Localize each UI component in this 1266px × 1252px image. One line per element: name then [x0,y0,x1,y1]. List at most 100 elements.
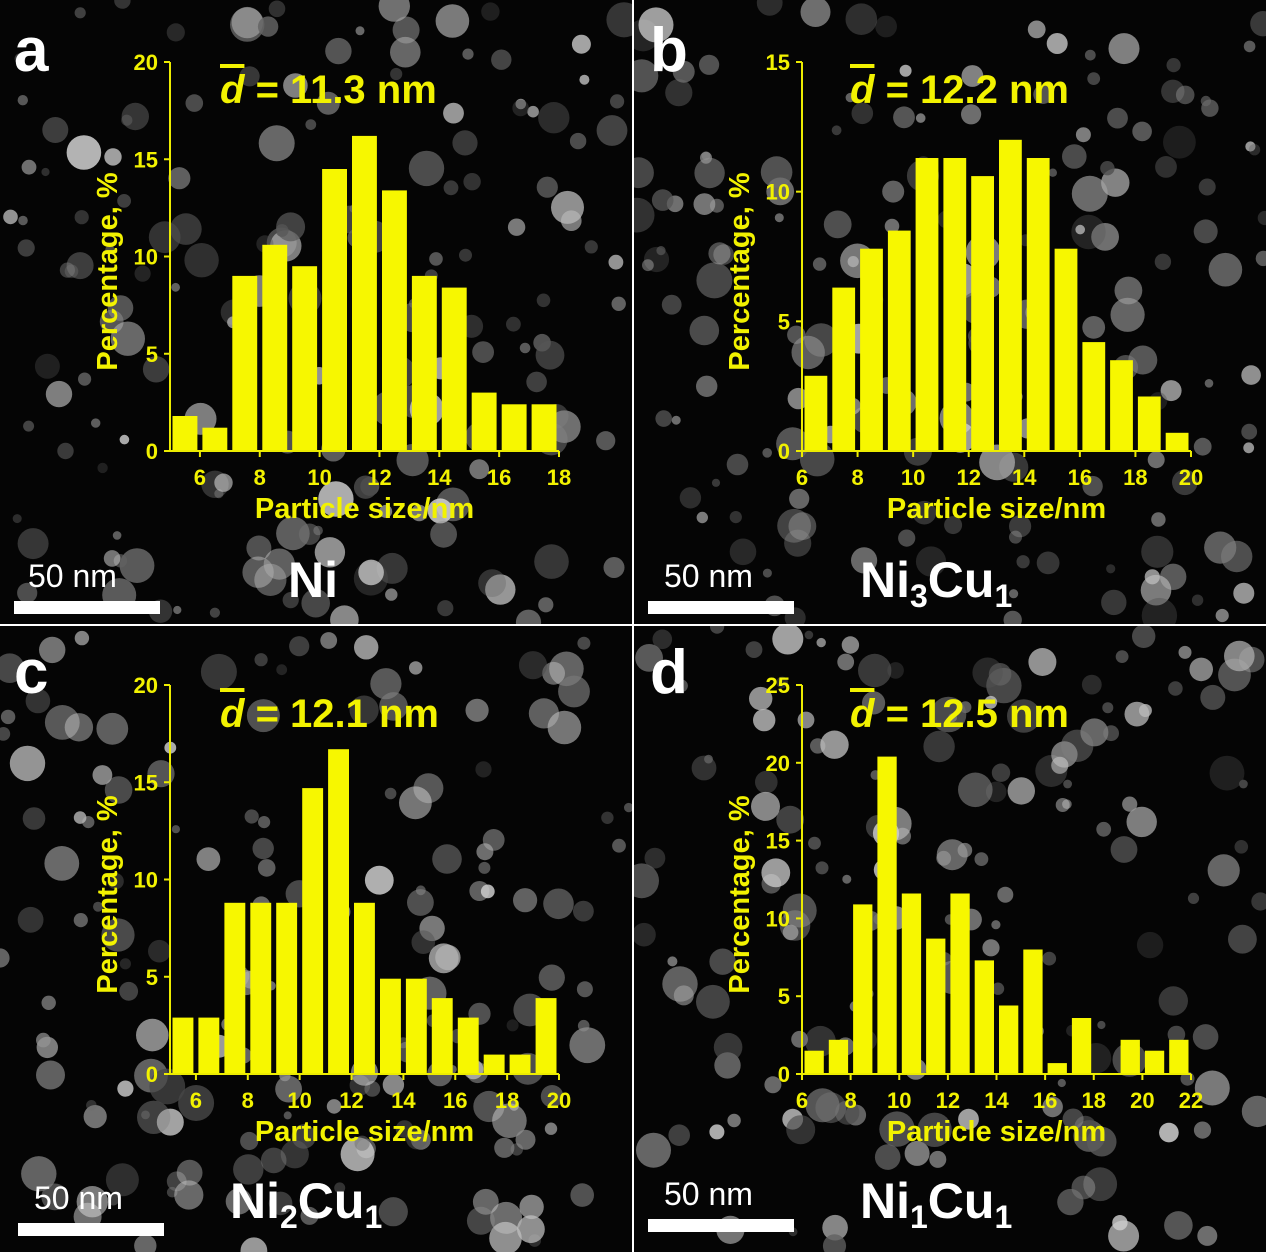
sample-subscript: 3 [910,578,928,614]
x-tick-label: 20 [1130,1088,1154,1113]
y-tick-label: 25 [766,673,790,698]
histogram-bar [198,1017,220,1074]
mean-diameter-value: = 11.3 nm [255,68,437,112]
x-tick-label: 8 [851,465,863,490]
tem-image-background [634,626,1266,1252]
histogram-bar [471,392,497,451]
panel-letter: d [650,638,688,707]
x-axis-label: Particle size/nm [255,1116,474,1148]
histogram-bar [457,1017,479,1074]
sample-element: Ni [860,552,910,608]
y-tick-label: 20 [134,673,158,698]
histogram-bar [483,1054,505,1074]
histogram-bar [250,902,272,1074]
x-tick-label: 12 [339,1088,363,1113]
histogram-bar [853,904,873,1074]
sample-element: Ni [230,1173,280,1229]
histogram-bar [999,1005,1019,1074]
histogram-bar [1110,360,1133,451]
x-tick-label: 14 [427,465,452,490]
histogram-bar [172,1017,194,1074]
histogram-chart: 0 5 10 15 20 6 8 10 12 14 16 18 20 Particle size/nm Pe… [92,673,571,1148]
sample-subscript: 2 [280,1199,298,1235]
panel-letter: b [650,16,688,85]
histogram-bar [804,1050,824,1074]
scale-bar-label: 50 nm [664,558,753,594]
histogram-bar [276,902,298,1074]
y-tick-label: 15 [134,147,158,172]
panel-letter: a [14,16,49,85]
x-tick-label: 6 [190,1088,202,1113]
histogram-bar [1169,1039,1189,1074]
histogram-bar [915,158,939,451]
histogram-chart: 0 5 10 15 20 25 6 8 10 12 14 16 18 20 22 Particle size/… [724,673,1203,1148]
x-tick-label: 18 [1123,465,1147,490]
histogram-bar [1026,158,1050,451]
x-tick-label: 8 [845,1088,857,1113]
histogram-bar [501,404,527,451]
y-tick-label: 5 [146,342,158,367]
histogram-bar [926,938,946,1074]
histogram-bar [411,275,437,451]
histogram-bar [1047,1063,1067,1074]
histogram-bar [232,275,258,451]
histogram-chart: 0 5 10 15 6 8 10 12 14 16 18 20 Particle size/nm Perc… [724,50,1203,525]
x-tick-label: 8 [242,1088,254,1113]
x-tick-label: 10 [287,1088,311,1113]
x-tick-label: 12 [367,465,391,490]
histogram-bar [901,893,922,1074]
histogram-bar [1120,1039,1140,1074]
y-tick-label: 0 [146,1062,158,1087]
histogram-bar [328,749,349,1074]
mean-diameter-symbol: d [220,68,245,112]
x-tick-label: 20 [1179,465,1203,490]
histogram-bar [431,998,453,1074]
panel-a: 0 5 10 15 20 6 8 10 12 14 16 18 Particle size/nm Perc… [0,0,632,624]
x-tick-label: 6 [194,465,206,490]
mean-diameter-label: d = 12.5 nm [850,694,1069,734]
histogram-bar [441,287,467,451]
histogram-bar [172,416,198,451]
mean-diameter-value: = 12.1 nm [255,692,439,736]
mean-diameter-value: = 12.2 nm [885,68,1069,112]
histogram-bar [1144,1050,1165,1074]
histogram-bar [405,978,427,1074]
x-axis-label: Particle size/nm [255,493,474,525]
histogram-bar [877,756,897,1074]
histogram-bar [322,169,347,451]
histogram-bar [828,1039,849,1074]
histogram-bar [224,902,246,1074]
panel-d: 0 5 10 15 20 25 6 8 10 12 14 16 18 20 22 Particle size/… [634,626,1266,1252]
scale-bar-label: 50 nm [664,1176,753,1212]
x-tick-label: 6 [796,465,808,490]
sample-name: Ni [288,555,338,605]
y-tick-label: 10 [134,868,158,893]
histogram-bar [860,248,883,451]
x-tick-label: 18 [1082,1088,1106,1113]
mean-diameter-value: = 12.5 nm [885,692,1069,736]
scale-bar [14,601,160,614]
x-tick-label: 12 [936,1088,960,1113]
histogram-bar [1165,432,1189,451]
sample-name-text: Ni [288,552,338,608]
histogram-bar [535,998,557,1074]
x-tick-label: 8 [254,465,266,490]
histogram-bar [887,230,911,451]
mean-diameter-symbol: d [220,692,245,736]
histogram-bar [202,427,228,451]
mean-diameter-label: d = 12.2 nm [850,70,1069,110]
histogram-bar [804,375,828,451]
x-tick-label: 10 [887,1088,911,1113]
tem-image-background [0,0,632,624]
sample-subscript: 1 [994,578,1013,614]
y-tick-label: 15 [134,770,158,795]
scale-bar [648,601,794,614]
x-tick-label: 14 [1012,465,1037,490]
scale-bar-label: 50 nm [34,1180,123,1216]
histogram-bar [509,1054,531,1074]
x-tick-label: 14 [391,1088,416,1113]
x-tick-label: 20 [547,1088,571,1113]
y-tick-label: 15 [766,829,790,854]
sample-element: Ni [860,1173,910,1229]
x-tick-label: 14 [984,1088,1009,1113]
